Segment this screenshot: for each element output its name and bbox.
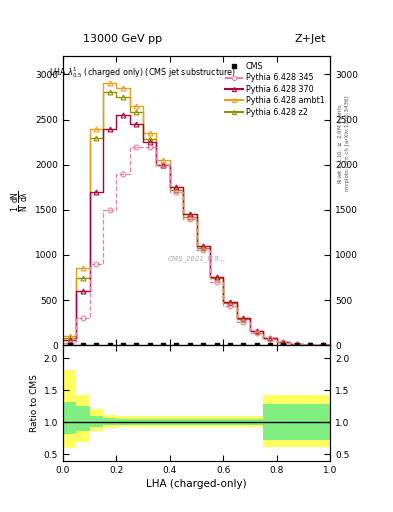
Y-axis label: Ratio to CMS: Ratio to CMS [31,374,39,432]
Text: Rivet 3.1.10, $\geq$ 2.9M events: Rivet 3.1.10, $\geq$ 2.9M events [336,103,344,184]
Text: 13000 GeV pp: 13000 GeV pp [83,33,162,44]
Text: CMS_2021_I19...: CMS_2021_I19... [167,255,226,262]
Text: mcplots.cern.ch [arXiv:1306.3436]: mcplots.cern.ch [arXiv:1306.3436] [345,96,350,191]
Legend: CMS, Pythia 6.428 345, Pythia 6.428 370, Pythia 6.428 ambt1, Pythia 6.428 z2: CMS, Pythia 6.428 345, Pythia 6.428 370,… [223,60,326,118]
Text: LHA $\lambda^{1}_{0.5}$ (charged only) (CMS jet substructure): LHA $\lambda^{1}_{0.5}$ (charged only) (… [50,65,237,80]
X-axis label: LHA (charged-only): LHA (charged-only) [146,479,247,489]
Y-axis label: $\frac{1}{\rm N}\,\frac{{\rm d}N}{{\rm d}\lambda}$: $\frac{1}{\rm N}\,\frac{{\rm d}N}{{\rm d… [9,190,31,211]
Text: Z+Jet: Z+Jet [295,33,326,44]
